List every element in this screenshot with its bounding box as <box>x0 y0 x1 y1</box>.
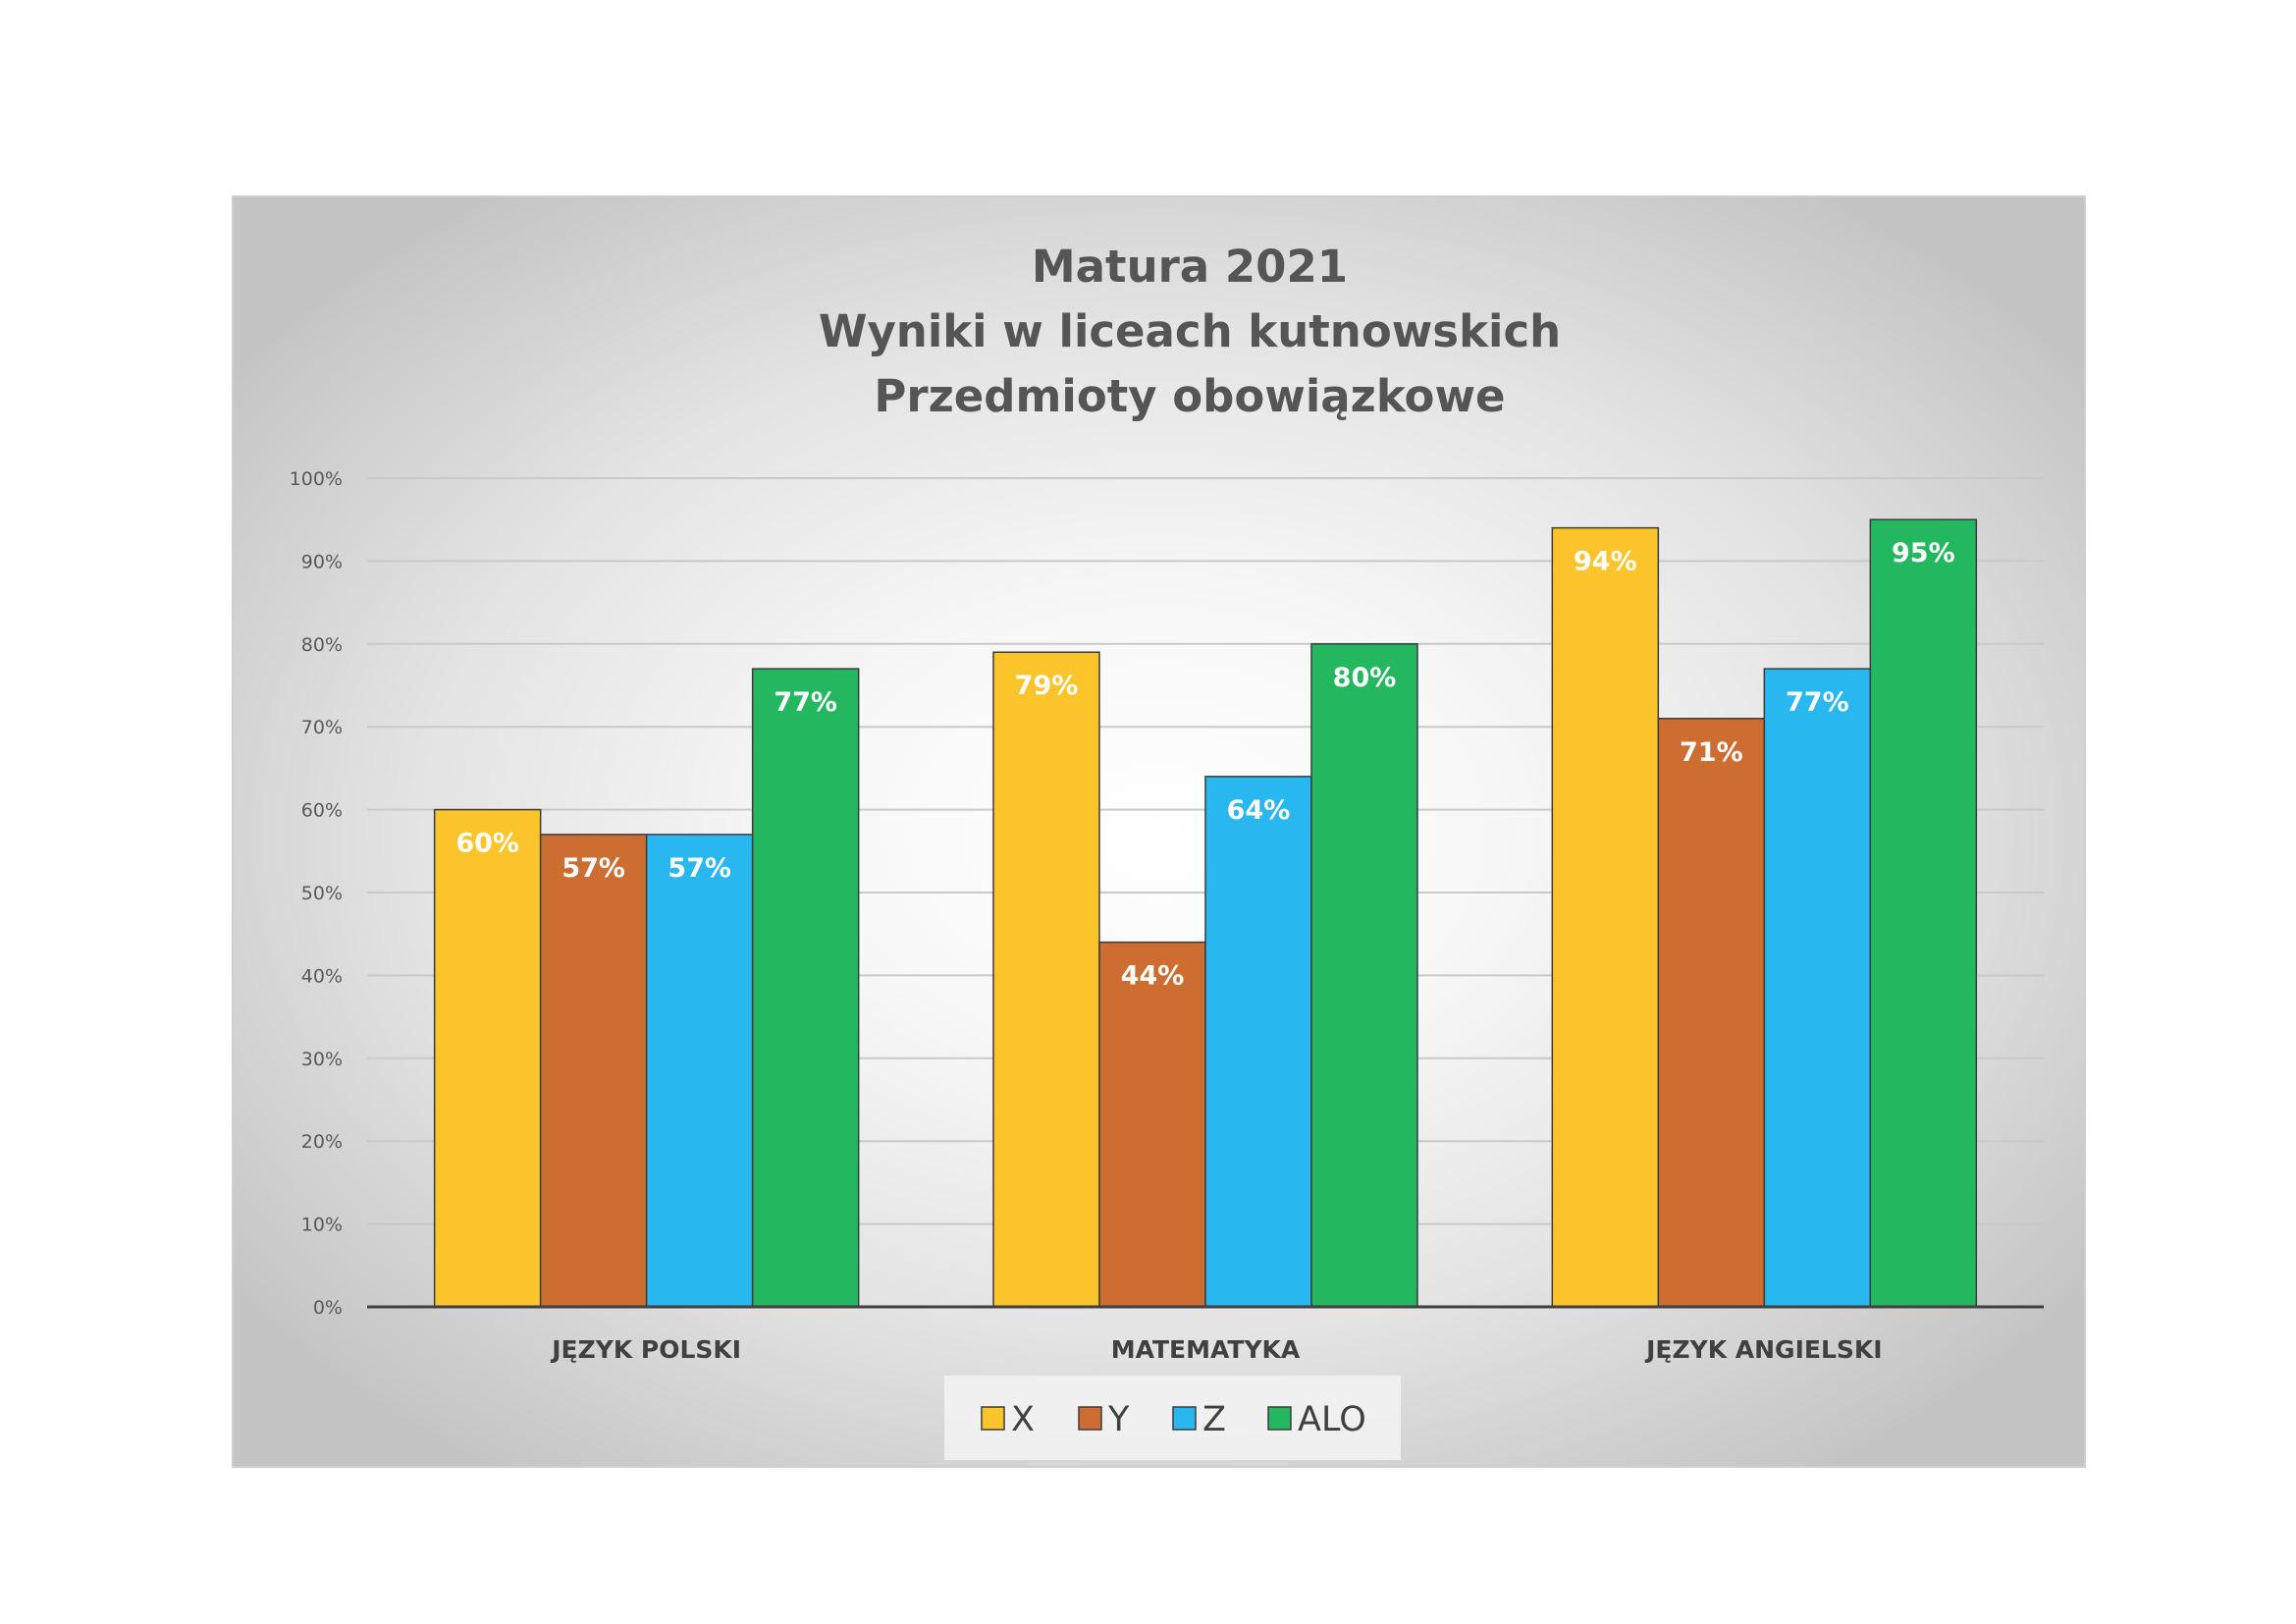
category-labels: JĘZYK POLSKI MATEMATYKA JĘZYK ANGIELSKI <box>550 1335 1882 1364</box>
y-axis-ticks: 0% 10% 20% 30% 40% 50% 60% 70% 80% 90% 100% <box>290 468 343 1319</box>
bar <box>539 834 648 1308</box>
y-tick-label: 20% <box>301 1131 343 1153</box>
y-tick-label: 10% <box>301 1215 343 1236</box>
data-label: 94% <box>1574 547 1637 577</box>
legend-swatch <box>1172 1406 1197 1431</box>
data-label: 64% <box>1227 795 1291 826</box>
y-tick-label: 40% <box>301 965 343 987</box>
legend-label: Z <box>1202 1400 1226 1439</box>
y-tick-label: 30% <box>301 1049 343 1070</box>
bar <box>992 651 1100 1308</box>
bars <box>433 518 1978 1308</box>
y-tick-label: 50% <box>301 883 343 904</box>
data-label: 77% <box>774 687 837 718</box>
legend-label: ALO <box>1298 1400 1366 1439</box>
y-tick-label: 100% <box>290 468 343 490</box>
bar <box>1869 518 1978 1308</box>
bar <box>1204 776 1312 1308</box>
bar <box>751 668 860 1308</box>
y-tick-label: 90% <box>301 551 343 572</box>
data-labels: 60% 57% 57% 77% 79% 44% 64% 80% 94% 71% 77% 95% <box>455 538 1954 991</box>
legend-label: Y <box>1107 1400 1130 1439</box>
data-label: 79% <box>1015 671 1079 701</box>
data-label: 60% <box>455 829 519 859</box>
category-label: MATEMATYKA <box>1111 1335 1301 1364</box>
legend-swatch <box>981 1406 1005 1431</box>
bar <box>1763 668 1872 1308</box>
data-label: 57% <box>561 853 625 884</box>
legend-swatch <box>1078 1406 1102 1431</box>
y-tick-label: 60% <box>301 800 343 822</box>
chart-area: Matura 2021 Wyniki w liceach kutnowskich… <box>232 195 2086 1468</box>
chart-svg: Matura 2021 Wyniki w liceach kutnowskich… <box>290 241 2044 1460</box>
data-label: 95% <box>1892 538 1955 568</box>
y-tick-label: 80% <box>301 634 343 656</box>
category-label: JĘZYK ANGIELSKI <box>1644 1335 1882 1364</box>
data-label: 44% <box>1121 961 1185 992</box>
data-label: 71% <box>1680 737 1743 768</box>
chart-title: Matura 2021 Wyniki w liceach kutnowskich… <box>819 241 1561 422</box>
chart-title-line-3: Przedmioty obowiązkowe <box>874 370 1505 422</box>
legend-swatch <box>1267 1406 1292 1431</box>
bar <box>1551 526 1660 1308</box>
y-tick-label: 0% <box>313 1297 343 1319</box>
bar <box>1310 643 1418 1308</box>
chart-title-line-1: Matura 2021 <box>1032 241 1348 293</box>
data-label: 57% <box>667 853 731 884</box>
data-label: 77% <box>1786 687 1849 718</box>
bar <box>1098 941 1206 1308</box>
data-label: 80% <box>1333 663 1397 693</box>
bar <box>645 834 754 1308</box>
y-tick-label: 70% <box>301 717 343 738</box>
legend: X Y Z ALO <box>944 1376 1401 1460</box>
bar <box>433 808 542 1308</box>
legend-label: X <box>1011 1400 1035 1439</box>
bar <box>1657 718 1766 1308</box>
chart-title-line-2: Wyniki w liceach kutnowskich <box>819 305 1561 357</box>
category-label: JĘZYK POLSKI <box>550 1335 741 1364</box>
